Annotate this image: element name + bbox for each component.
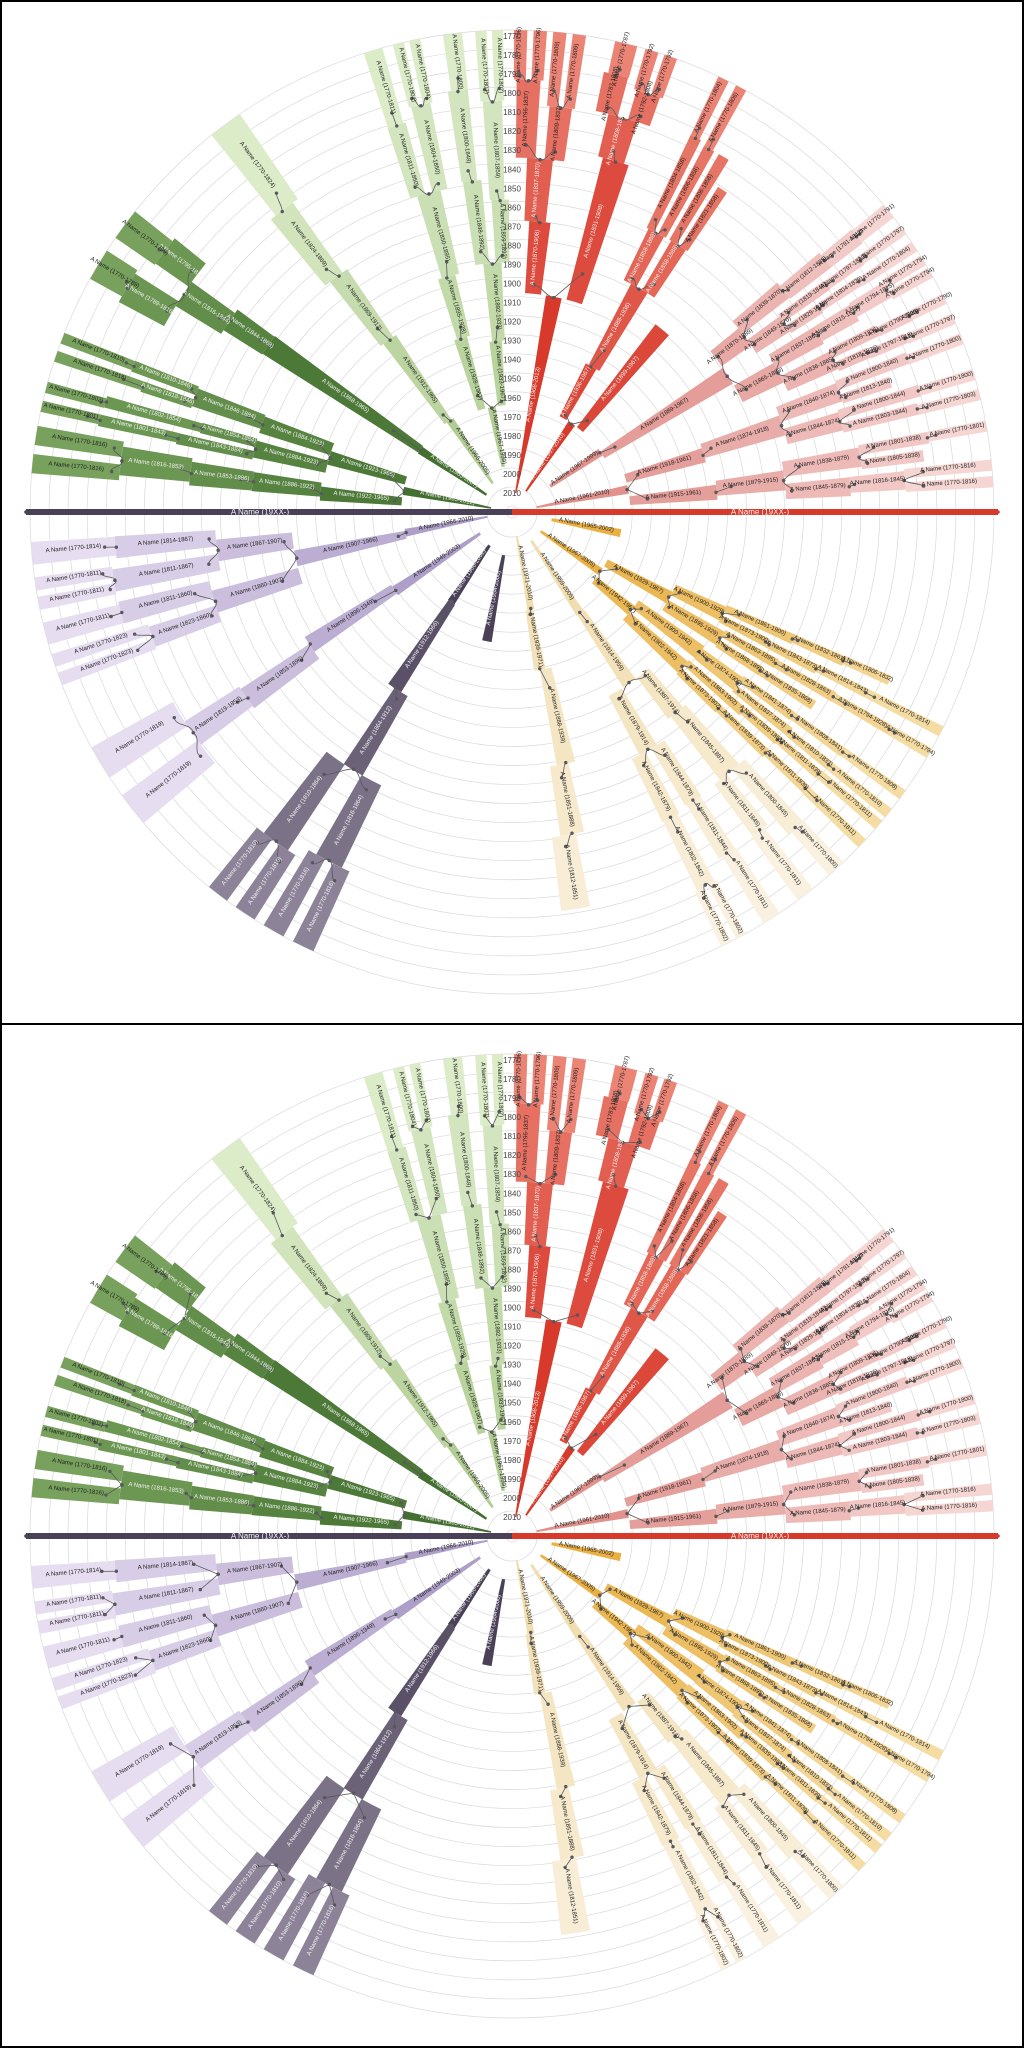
svg-text:1790: 1790	[503, 1094, 521, 1103]
svg-text:2010: 2010	[503, 1513, 521, 1522]
svg-text:1840: 1840	[503, 165, 521, 174]
svg-text:1920: 1920	[503, 318, 521, 327]
svg-text:1880: 1880	[503, 241, 521, 250]
svg-text:1940: 1940	[503, 356, 521, 365]
svg-text:1860: 1860	[503, 1227, 521, 1236]
svg-text:1900: 1900	[503, 280, 521, 289]
svg-text:1770: 1770	[503, 32, 521, 41]
svg-text:2000: 2000	[503, 470, 521, 479]
svg-text:1990: 1990	[503, 451, 521, 460]
svg-text:A Name (19XX-): A Name (19XX-)	[231, 508, 290, 517]
svg-text:2010: 2010	[503, 489, 521, 498]
svg-text:1780: 1780	[503, 51, 521, 60]
svg-text:1800: 1800	[503, 89, 521, 98]
svg-text:1890: 1890	[503, 261, 521, 270]
svg-text:1830: 1830	[503, 1170, 521, 1179]
svg-text:1800: 1800	[503, 1113, 521, 1122]
svg-text:1940: 1940	[503, 1380, 521, 1389]
svg-text:1870: 1870	[503, 1246, 521, 1255]
svg-text:1820: 1820	[503, 127, 521, 136]
svg-text:1990: 1990	[503, 1475, 521, 1484]
svg-text:1790: 1790	[503, 70, 521, 79]
svg-text:1910: 1910	[503, 1323, 521, 1332]
svg-text:1840: 1840	[503, 1189, 521, 1198]
svg-text:1930: 1930	[503, 1361, 521, 1370]
svg-text:1830: 1830	[503, 146, 521, 155]
svg-text:1930: 1930	[503, 337, 521, 346]
svg-text:1980: 1980	[503, 432, 521, 441]
svg-text:1890: 1890	[503, 1285, 521, 1294]
svg-text:1780: 1780	[503, 1075, 521, 1084]
svg-text:1900: 1900	[503, 1304, 521, 1313]
svg-text:2000: 2000	[503, 1494, 521, 1503]
svg-text:1880: 1880	[503, 1265, 521, 1274]
svg-text:1960: 1960	[503, 394, 521, 403]
svg-text:1860: 1860	[503, 203, 521, 212]
svg-text:1950: 1950	[503, 1399, 521, 1408]
svg-text:1970: 1970	[503, 1437, 521, 1446]
svg-text:1950: 1950	[503, 375, 521, 384]
svg-text:1850: 1850	[503, 184, 521, 193]
svg-text:1870: 1870	[503, 222, 521, 231]
svg-text:1810: 1810	[503, 1132, 521, 1141]
svg-text:1960: 1960	[503, 1418, 521, 1427]
svg-text:1850: 1850	[503, 1208, 521, 1217]
svg-text:1770: 1770	[503, 1056, 521, 1065]
svg-text:A Name (19XX-): A Name (19XX-)	[731, 1532, 790, 1541]
svg-text:1980: 1980	[503, 1456, 521, 1465]
svg-text:1970: 1970	[503, 413, 521, 422]
svg-text:1910: 1910	[503, 299, 521, 308]
svg-text:1810: 1810	[503, 108, 521, 117]
svg-text:1920: 1920	[503, 1342, 521, 1351]
svg-text:A Name (19XX-): A Name (19XX-)	[231, 1532, 290, 1541]
svg-text:A Name (19XX-): A Name (19XX-)	[731, 508, 790, 517]
svg-text:1820: 1820	[503, 1151, 521, 1160]
